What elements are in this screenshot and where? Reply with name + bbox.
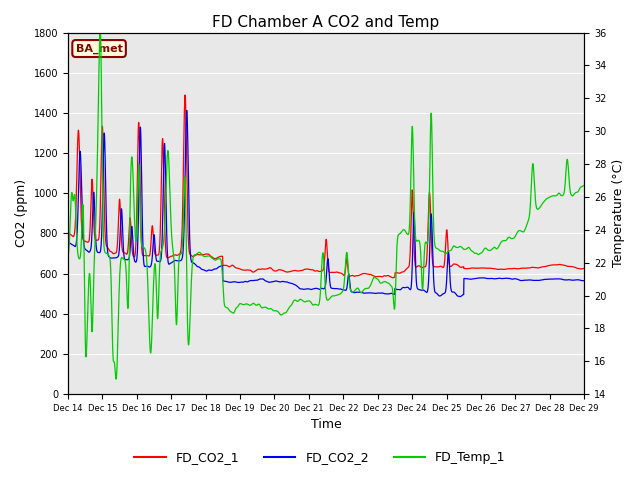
FD_CO2_1	[208, 254, 216, 260]
FD_CO2_1	[550, 262, 557, 268]
FD_CO2_1	[64, 231, 72, 237]
FD_CO2_2	[456, 294, 464, 300]
FD_Temp_1	[341, 268, 349, 274]
FD_Temp_1	[113, 376, 120, 382]
Y-axis label: CO2 (ppm): CO2 (ppm)	[15, 179, 28, 247]
FD_CO2_1	[389, 275, 397, 281]
FD_CO2_2	[352, 289, 360, 295]
FD_Temp_1	[64, 253, 72, 259]
FD_CO2_2	[341, 287, 349, 293]
FD_CO2_1	[181, 92, 189, 98]
FD_CO2_1	[535, 265, 543, 271]
Title: FD Chamber A CO2 and Temp: FD Chamber A CO2 and Temp	[212, 15, 440, 30]
FD_CO2_2	[550, 276, 557, 282]
FD_Temp_1	[209, 256, 216, 262]
FD_CO2_1	[580, 265, 588, 271]
Text: BA_met: BA_met	[76, 43, 122, 54]
FD_CO2_2	[580, 278, 588, 284]
X-axis label: Time: Time	[310, 419, 341, 432]
Line: FD_Temp_1: FD_Temp_1	[68, 33, 584, 379]
Y-axis label: Temperature (°C): Temperature (°C)	[612, 159, 625, 267]
FD_CO2_2	[64, 240, 72, 246]
FD_CO2_1	[476, 265, 484, 271]
FD_CO2_1	[341, 271, 349, 277]
FD_CO2_2	[208, 267, 216, 273]
Line: FD_CO2_2: FD_CO2_2	[68, 110, 584, 297]
Legend: FD_CO2_1, FD_CO2_2, FD_Temp_1: FD_CO2_1, FD_CO2_2, FD_Temp_1	[129, 446, 511, 469]
FD_Temp_1	[353, 286, 360, 292]
FD_Temp_1	[580, 182, 588, 188]
FD_CO2_2	[183, 108, 191, 113]
FD_CO2_2	[535, 277, 543, 283]
FD_Temp_1	[476, 251, 484, 256]
FD_Temp_1	[550, 193, 557, 199]
FD_Temp_1	[535, 205, 543, 211]
Line: FD_CO2_1: FD_CO2_1	[68, 95, 584, 278]
FD_CO2_2	[476, 275, 484, 281]
FD_CO2_1	[352, 273, 360, 278]
FD_Temp_1	[96, 30, 104, 36]
